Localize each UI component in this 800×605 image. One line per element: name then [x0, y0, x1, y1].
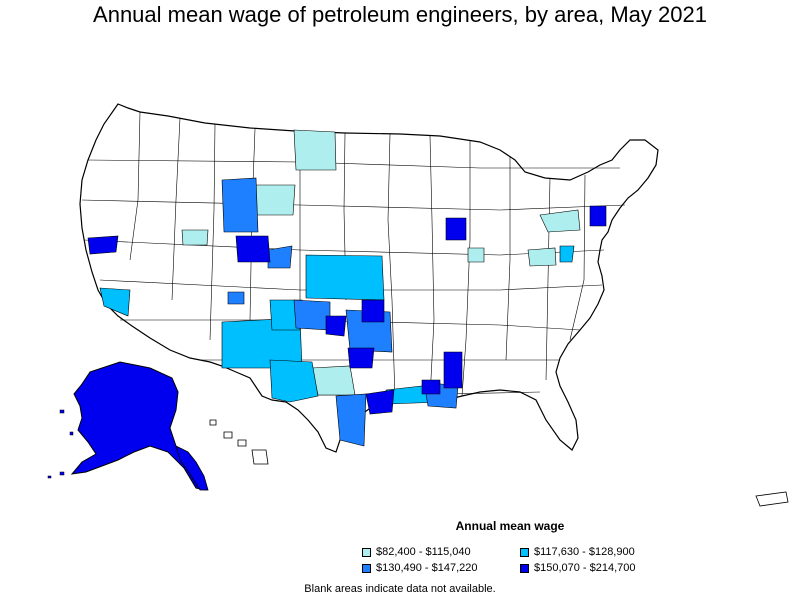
legend-label-4: $150,070 - $214,700: [534, 562, 636, 574]
legend-label-1: $82,400 - $115,040: [376, 546, 471, 558]
legend-label-2: $117,630 - $128,900: [534, 546, 635, 558]
aleutian-islands: [47, 409, 74, 479]
areas-117630-128900: [99, 245, 575, 405]
map-title: Annual mean wage of petroleum engineers,…: [93, 2, 707, 27]
legend-swatch-2: [520, 547, 529, 557]
areas-82400-115040: [181, 129, 581, 396]
alaska-shape: [70, 361, 207, 491]
hawaii-islands: [209, 419, 269, 465]
legend-item-1: $82,400 - $115,040: [362, 545, 471, 559]
legend-item-4: $150,070 - $214,700: [520, 561, 636, 575]
puerto-rico-shape: [755, 491, 789, 507]
legend-item-3: $130,490 - $147,220: [362, 561, 478, 575]
legend-swatch-4: [520, 563, 529, 573]
legend-swatch-1: [362, 547, 371, 557]
legend-item-2: $117,630 - $128,900: [520, 545, 635, 559]
areas-130490-147220: [221, 177, 459, 447]
alaska-southeast: [175, 445, 209, 491]
legend-label-3: $130,490 - $147,220: [376, 562, 478, 574]
areas-150070-214700: [87, 205, 607, 415]
blank-areas-note: Blank areas indicate data not available.: [304, 583, 496, 595]
legend-title: Annual mean wage: [455, 519, 565, 533]
legend-swatch-3: [362, 563, 371, 573]
